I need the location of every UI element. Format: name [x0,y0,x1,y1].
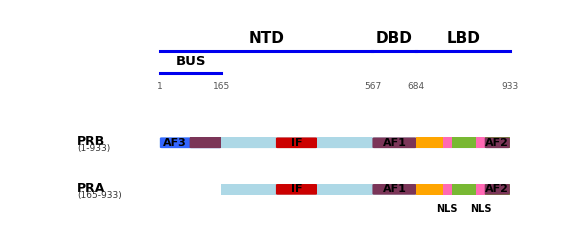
Text: (165-933): (165-933) [77,191,122,200]
Text: LBD: LBD [446,31,480,46]
FancyBboxPatch shape [276,137,317,148]
Bar [476,184,485,195]
FancyBboxPatch shape [485,137,510,148]
FancyBboxPatch shape [160,137,221,148]
FancyBboxPatch shape [276,184,317,195]
Text: AF1: AF1 [383,138,406,148]
Bar [485,184,510,195]
FancyBboxPatch shape [160,137,510,148]
Text: IF: IF [291,138,302,148]
Bar [443,184,452,195]
Bar [452,184,476,195]
Text: PRA: PRA [77,182,105,195]
FancyBboxPatch shape [485,184,510,195]
Text: 567: 567 [364,82,381,91]
Text: 165: 165 [213,82,230,91]
FancyBboxPatch shape [372,137,416,148]
Bar [476,137,485,148]
Bar [452,137,476,148]
Bar [485,137,510,148]
FancyBboxPatch shape [189,137,221,148]
Bar [416,184,443,195]
Text: DBD: DBD [376,31,413,46]
Bar [317,184,372,195]
Bar [317,137,372,148]
Text: AF1: AF1 [383,184,406,194]
Text: IF: IF [291,184,302,194]
Text: BUS: BUS [175,55,206,68]
Bar [443,137,452,148]
FancyBboxPatch shape [221,184,510,195]
Bar [189,137,221,148]
Text: AF2: AF2 [485,138,510,148]
Text: NTD: NTD [248,31,284,46]
Text: AF2: AF2 [485,184,510,194]
Text: PRB: PRB [77,135,105,148]
Text: NLS: NLS [437,204,458,214]
Text: AF3: AF3 [163,138,186,148]
Text: NLS: NLS [470,204,491,214]
Text: 684: 684 [408,82,425,91]
FancyBboxPatch shape [372,184,416,195]
Bar [221,137,276,148]
Bar [221,184,276,195]
Text: 1: 1 [157,82,163,91]
Bar [416,137,443,148]
Text: 933: 933 [501,82,519,91]
Text: (1-933): (1-933) [77,144,110,153]
